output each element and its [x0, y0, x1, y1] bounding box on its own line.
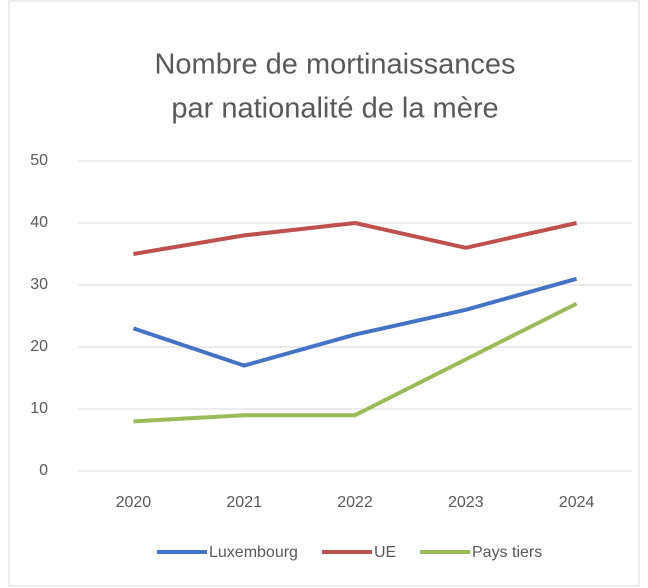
x-tick-label: 2022: [337, 494, 373, 511]
data-line: [133, 301, 578, 424]
legend-label: UE: [374, 544, 396, 561]
chart-title: par nationalité de la mère: [171, 93, 498, 125]
chart-title: Nombre de mortinaissances: [154, 49, 515, 81]
x-tick-label: 2024: [559, 494, 595, 511]
y-tick-label: 10: [30, 400, 48, 417]
data-line: [132, 276, 578, 368]
y-tick-label: 20: [30, 338, 48, 355]
y-tick-label: 40: [30, 214, 48, 231]
y-tick-label: 30: [30, 276, 48, 293]
x-tick-label: 2021: [226, 494, 262, 511]
y-tick-label: 50: [30, 152, 48, 169]
chart-frame: [8, 0, 640, 587]
x-tick-label: 2023: [448, 494, 484, 511]
data-line: [133, 221, 578, 256]
legend-label: Pays tiers: [472, 544, 542, 561]
legend-label: Luxembourg: [209, 544, 298, 561]
x-tick-label: 2020: [116, 494, 152, 511]
y-tick-label: 0: [39, 462, 48, 479]
